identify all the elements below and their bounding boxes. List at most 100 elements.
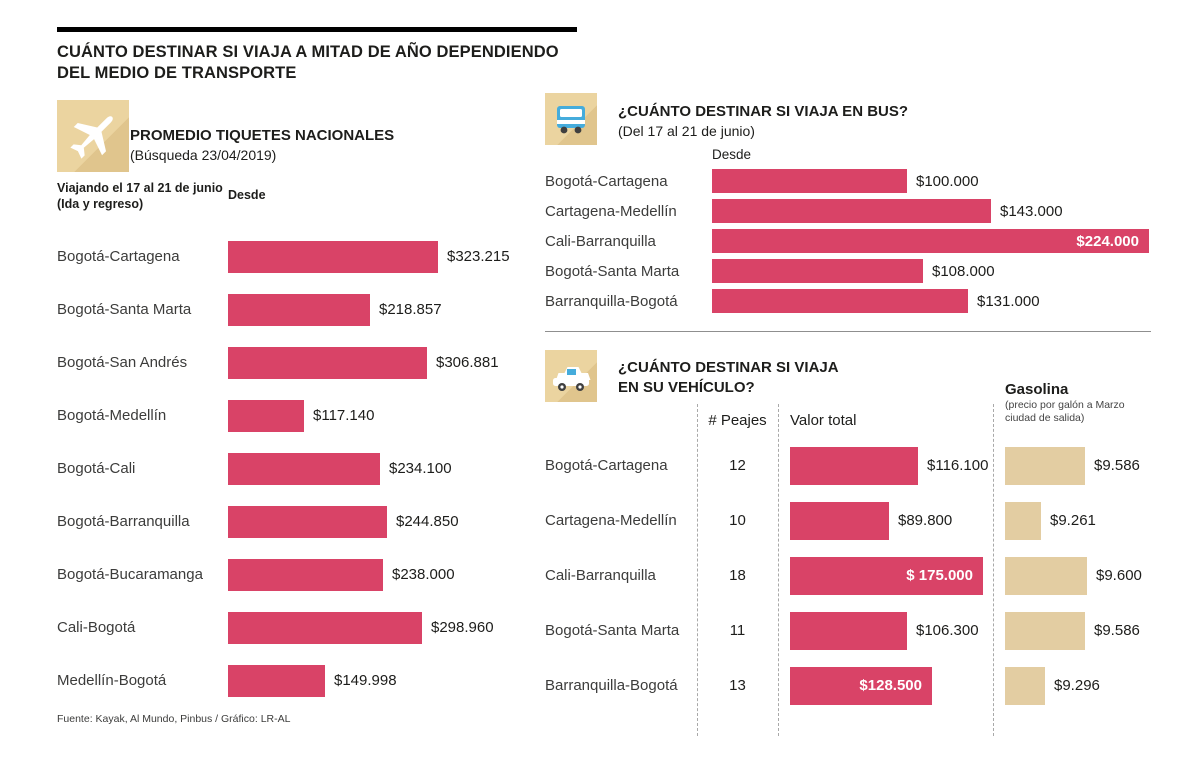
bus-bar xyxy=(712,259,923,283)
flight-bar xyxy=(228,293,370,326)
vehicle-row: Bogotá-Santa Marta 11 $106.300 $9.586 xyxy=(545,603,1195,658)
bus-bar xyxy=(712,289,968,313)
flight-bar xyxy=(228,399,304,432)
valor-cell: $ 175.000 xyxy=(790,556,1005,595)
gas-bar xyxy=(1005,666,1045,705)
bus-row: Barranquilla-Bogotá $131.000 xyxy=(545,286,1195,316)
flight-row: Bogotá-Cali $234.100 xyxy=(57,442,537,495)
route-label: Medellín-Bogotá xyxy=(57,672,167,689)
bar-value: $117.140 xyxy=(313,407,375,424)
flight-row: Bogotá-Santa Marta $218.857 xyxy=(57,283,537,336)
route-label: Bogotá-Cartagena xyxy=(545,172,668,190)
valor-bar: $ 175.000 xyxy=(790,556,983,595)
bus-bar: $224.000 xyxy=(712,229,1149,253)
valor-cell: $106.300 xyxy=(790,611,1005,650)
dashed-separator-1 xyxy=(697,404,698,736)
tolls-count: 13 xyxy=(729,677,746,694)
gas-cell: $9.586 xyxy=(1005,446,1140,485)
valor-bar xyxy=(790,611,907,650)
title-rule xyxy=(57,27,577,32)
bus-title: ¿CUÁNTO DESTINAR SI VIAJA EN BUS? xyxy=(618,103,909,120)
valor-bar xyxy=(790,501,889,540)
tolls-count: 10 xyxy=(729,512,746,529)
bus-row: Bogotá-Cartagena $100.000 xyxy=(545,166,1195,196)
flight-row: Bogotá-San Andrés $306.881 xyxy=(57,336,537,389)
bar-value: $149.998 xyxy=(334,672,397,689)
bus-bar xyxy=(712,169,907,193)
flights-chart: Bogotá-Cartagena $323.215 Bogotá-Santa Mar… xyxy=(57,230,537,707)
route-label: Cali-Bogotá xyxy=(57,619,136,636)
tolls-count: 11 xyxy=(729,622,746,639)
bar-value: $106.300 xyxy=(916,622,979,639)
vehicle-row: Cartagena-Medellín 10 $89.800 $9.261 xyxy=(545,493,1195,548)
car-icon-badge xyxy=(545,350,597,402)
bar-value: $108.000 xyxy=(932,262,995,280)
gas-bar xyxy=(1005,556,1087,595)
flight-bar xyxy=(228,664,325,697)
flight-row: Cali-Bogotá $298.960 xyxy=(57,601,537,654)
bar-value: $218.857 xyxy=(379,301,442,318)
valor-bar xyxy=(790,446,918,485)
section-divider xyxy=(545,331,1151,332)
bar-value: $116.100 xyxy=(927,457,989,474)
route-label: Bogotá-Cartagena xyxy=(545,457,668,474)
route-label: Cartagena-Medellín xyxy=(545,512,677,529)
flight-bar xyxy=(228,558,383,591)
bar-value: $298.960 xyxy=(431,619,494,636)
bar-value: $143.000 xyxy=(1000,202,1063,220)
gas-bar xyxy=(1005,501,1041,540)
route-label: Bogotá-San Andrés xyxy=(57,354,188,371)
route-label: Bogotá-Cartagena xyxy=(57,248,180,265)
car-icon xyxy=(553,367,591,391)
route-label: Bogotá-Medellín xyxy=(57,407,167,424)
column-header-peajes: # Peajes xyxy=(708,412,767,429)
flights-desde-label: Desde xyxy=(228,188,266,202)
flights-title: PROMEDIO TIQUETES NACIONALES xyxy=(130,127,395,144)
flights-note-line1: Viajando el 17 al 21 de junio xyxy=(57,181,223,195)
bus-icon-badge xyxy=(545,93,597,145)
gas-cell: $9.600 xyxy=(1005,556,1142,595)
flight-bar xyxy=(228,346,427,379)
bar-value: $128.500 xyxy=(859,677,922,694)
flight-row: Bogotá-Medellín $117.140 xyxy=(57,389,537,442)
bar-value: $224.000 xyxy=(1076,232,1139,250)
vehicle-title-line1: ¿CUÁNTO DESTINAR SI VIAJA xyxy=(618,359,839,376)
page-title-line2: DEL MEDIO DE TRANSPORTE xyxy=(57,63,297,82)
valor-cell: $128.500 xyxy=(790,666,1005,705)
flights-note-line2: (Ida y regreso) xyxy=(57,197,144,212)
flight-bar xyxy=(228,611,422,644)
valor-cell: $116.100 xyxy=(790,446,1005,485)
flight-row: Bogotá-Cartagena $323.215 xyxy=(57,230,537,283)
bus-icon xyxy=(557,106,585,134)
gas-bar xyxy=(1005,611,1085,650)
vehicle-title-line2: EN SU VEHÍCULO? xyxy=(618,378,755,396)
bar-value: $323.215 xyxy=(447,248,510,265)
bus-row: Bogotá-Santa Marta $108.000 xyxy=(545,256,1195,286)
bus-chart: Bogotá-Cartagena $100.000 Cartagena-Medell… xyxy=(545,166,1195,316)
route-label: Cali-Barranquilla xyxy=(545,232,656,250)
flight-bar xyxy=(228,505,387,538)
flight-row: Bogotá-Bucaramanga $238.000 xyxy=(57,548,537,601)
bus-header: ¿CUÁNTO DESTINAR SI VIAJA EN BUS? (Del 1… xyxy=(618,102,908,140)
source-credit: Fuente: Kayak, Al Mundo, Pinbus / Gráfic… xyxy=(57,713,291,725)
page-title: CUÁNTO DESTINAR SI VIAJA A MITAD DE AÑO … xyxy=(57,42,559,83)
bar-value: $ 175.000 xyxy=(906,567,973,584)
gas-value: $9.586 xyxy=(1094,457,1140,474)
vehicle-row: Barranquilla-Bogotá 13 $128.500 $9.296 xyxy=(545,658,1195,713)
column-header-valor-total: Valor total xyxy=(790,412,857,429)
gas-value: $9.296 xyxy=(1054,677,1100,694)
route-label: Bogotá-Barranquilla xyxy=(57,513,190,530)
gasolina-title: Gasolina xyxy=(1005,381,1069,398)
column-header-gasolina: Gasolina (precio por galón a Marzo ciuda… xyxy=(1005,381,1125,425)
flights-header: PROMEDIO TIQUETES NACIONALES (Búsqueda 2… xyxy=(130,126,394,164)
tolls-count: 12 xyxy=(729,457,746,474)
gas-value: $9.600 xyxy=(1096,567,1142,584)
bus-row: Cartagena-Medellín $143.000 xyxy=(545,196,1195,226)
bar-value: $244.850 xyxy=(396,513,459,530)
gas-cell: $9.586 xyxy=(1005,611,1140,650)
bus-row: Cali-Barranquilla $224.000 xyxy=(545,226,1195,256)
bus-desde-label: Desde xyxy=(712,147,752,162)
gas-value: $9.261 xyxy=(1050,512,1096,529)
gas-cell: $9.261 xyxy=(1005,501,1096,540)
